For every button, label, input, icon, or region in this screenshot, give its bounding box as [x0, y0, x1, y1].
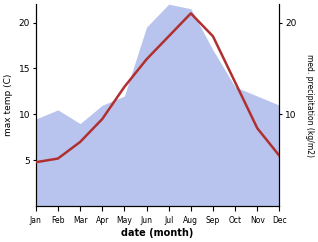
X-axis label: date (month): date (month): [121, 228, 194, 238]
Y-axis label: med. precipitation (kg/m2): med. precipitation (kg/m2): [305, 54, 314, 157]
Y-axis label: max temp (C): max temp (C): [4, 74, 13, 136]
